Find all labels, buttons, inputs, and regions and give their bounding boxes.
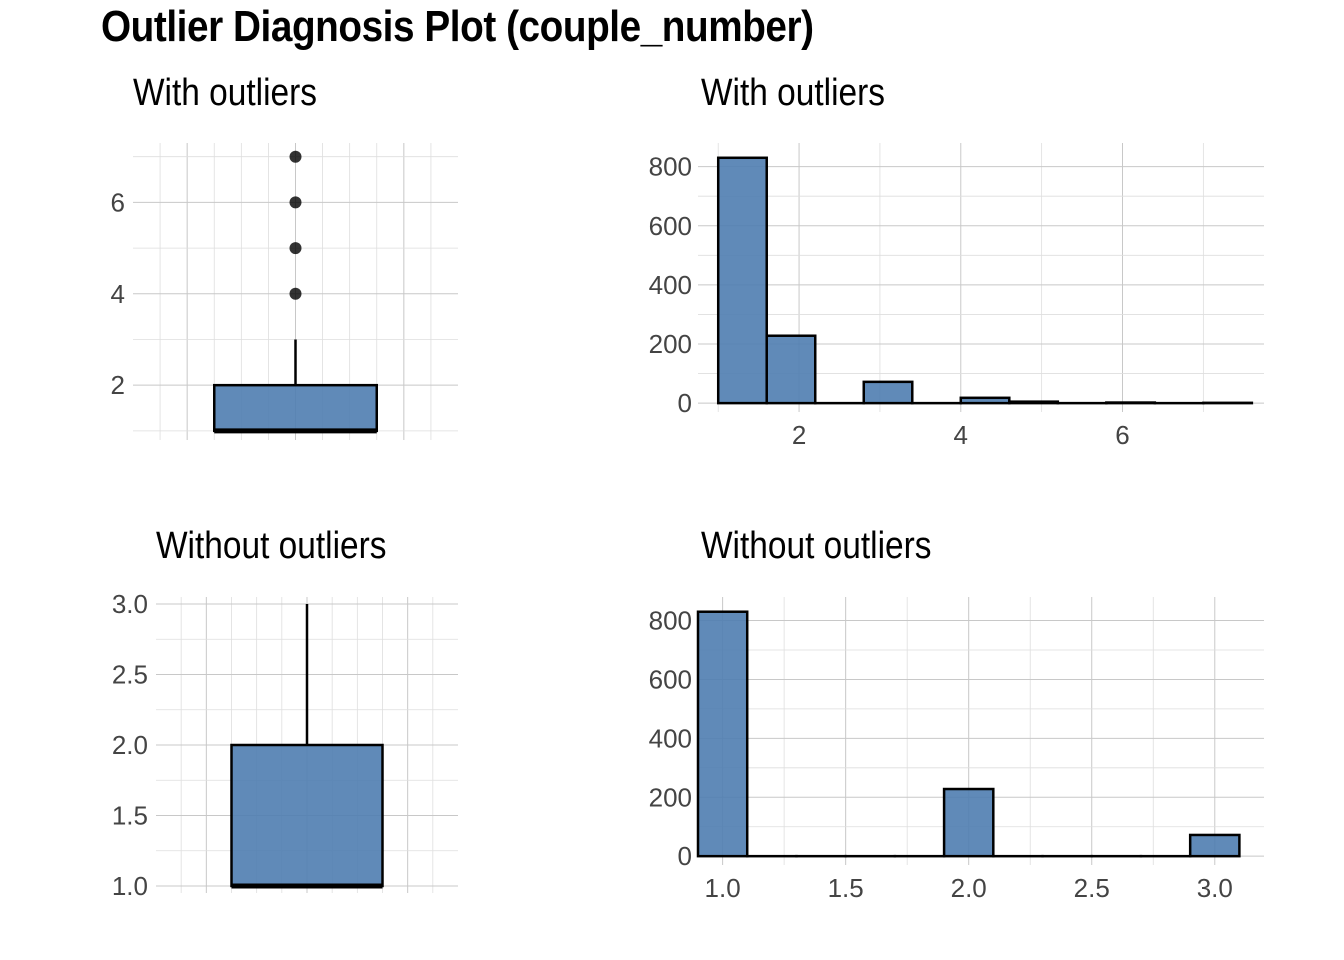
box-iqr [213, 383, 378, 433]
box-iqr [230, 743, 384, 888]
boxplot-without-outliers: 1.0 1.5 2.0 2.5 3.0 [112, 589, 458, 901]
panel-title-top-right: With outliers [701, 72, 885, 114]
y-tick-label: 1.0 [112, 871, 148, 901]
y-tick-label: 6 [111, 187, 125, 217]
histogram-bar [1188, 833, 1241, 858]
panel-title-bottom-left: Without outliers [156, 525, 387, 567]
y-tick-label: 600 [649, 211, 692, 241]
boxplot-with-outliers: 2 4 6 [111, 143, 458, 440]
x-tick-label: 2.5 [1074, 873, 1110, 903]
histogram-bar [942, 787, 995, 858]
panel-title-top-left: With outliers [133, 72, 317, 114]
y-tick-label: 3.0 [112, 589, 148, 619]
histogram-bar [959, 396, 1011, 405]
x-tick-label: 3.0 [1197, 873, 1233, 903]
x-tick-label: 6 [1115, 420, 1129, 450]
x-tick-label: 2.0 [951, 873, 987, 903]
histogram-bar [862, 380, 914, 405]
y-tick-label: 400 [649, 270, 692, 300]
y-tick-label: 4 [111, 279, 125, 309]
histogram-bar [1105, 401, 1157, 405]
x-tick-label: 1.5 [828, 873, 864, 903]
histogram-bar [765, 334, 817, 405]
histogram-bar [1008, 400, 1060, 405]
x-tick-label: 2 [792, 420, 806, 450]
y-tick-label: 600 [649, 664, 692, 694]
x-tick-label: 4 [954, 420, 968, 450]
panel-title-bottom-right: Without outliers [701, 525, 932, 567]
y-tick-label: 400 [649, 723, 692, 753]
y-tick-label: 2.5 [112, 660, 148, 690]
x-tick-label: 1.0 [705, 873, 741, 903]
outlier-point [289, 287, 302, 300]
y-tick-label: 2 [111, 370, 125, 400]
y-tick-label: 800 [649, 152, 692, 182]
y-tick-label: 800 [649, 606, 692, 636]
outlier-point [289, 196, 302, 209]
histogram-without-outliers: 0 200 400 600 800 1.0 1.5 2.0 2.5 3.0 [649, 597, 1264, 903]
y-tick-label: 1.5 [112, 800, 148, 830]
y-tick-label: 200 [649, 329, 692, 359]
outlier-point [289, 150, 302, 163]
main-title: Outlier Diagnosis Plot (couple_number) [101, 2, 814, 51]
y-tick-label: 2.0 [112, 730, 148, 760]
outlier-point [289, 242, 302, 255]
y-tick-label: 0 [678, 841, 692, 871]
y-tick-label: 0 [678, 388, 692, 418]
histogram-with-outliers: 0 200 400 600 800 2 4 6 [649, 143, 1264, 450]
histogram-bar [696, 610, 749, 858]
y-tick-label: 200 [649, 782, 692, 812]
histogram-bar [716, 156, 768, 405]
